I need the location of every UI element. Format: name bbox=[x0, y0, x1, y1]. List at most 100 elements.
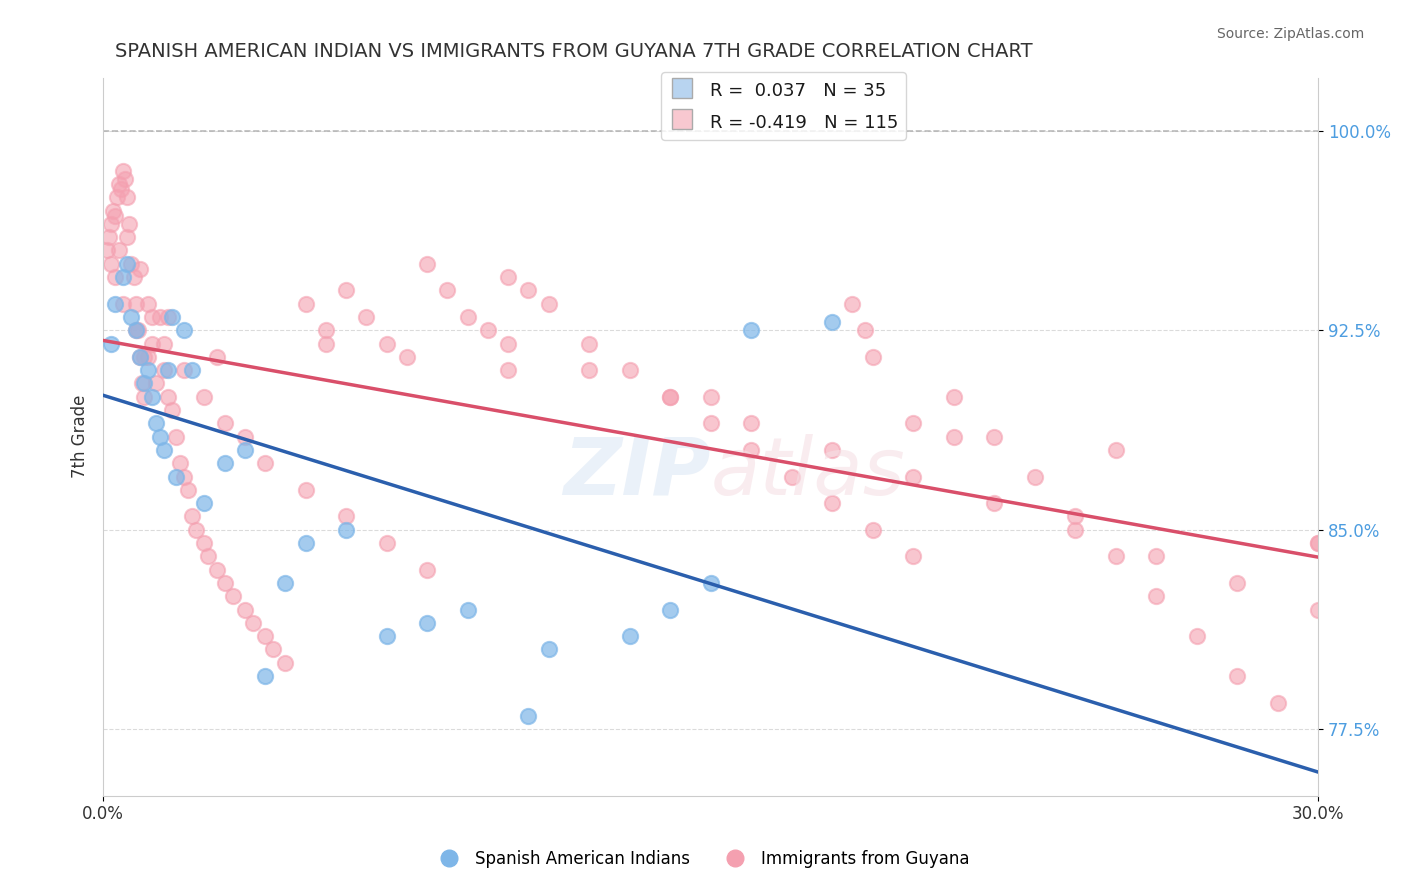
Point bbox=[117, 257, 139, 271]
Point bbox=[659, 390, 682, 404]
Point bbox=[903, 469, 925, 483]
Point bbox=[205, 563, 228, 577]
Point bbox=[356, 310, 378, 324]
Point bbox=[128, 350, 150, 364]
Point bbox=[128, 262, 150, 277]
Point bbox=[193, 390, 215, 404]
Point bbox=[457, 602, 479, 616]
Point bbox=[160, 403, 183, 417]
Point bbox=[740, 442, 762, 457]
Point bbox=[262, 642, 284, 657]
Point bbox=[114, 171, 136, 186]
Point bbox=[821, 496, 844, 510]
Point bbox=[132, 390, 155, 404]
Point bbox=[141, 390, 163, 404]
Point bbox=[699, 417, 721, 431]
Point bbox=[242, 615, 264, 630]
Point bbox=[254, 669, 277, 683]
Point bbox=[477, 323, 499, 337]
Point bbox=[165, 469, 187, 483]
Point bbox=[153, 363, 176, 377]
Text: SPANISH AMERICAN INDIAN VS IMMIGRANTS FROM GUYANA 7TH GRADE CORRELATION CHART: SPANISH AMERICAN INDIAN VS IMMIGRANTS FR… bbox=[115, 42, 1033, 61]
Point bbox=[517, 284, 540, 298]
Point bbox=[537, 642, 560, 657]
Point bbox=[104, 209, 127, 223]
Point bbox=[132, 350, 155, 364]
Point bbox=[780, 469, 803, 483]
Point bbox=[619, 363, 641, 377]
Point bbox=[517, 709, 540, 723]
Point bbox=[942, 390, 965, 404]
Text: Source: ZipAtlas.com: Source: ZipAtlas.com bbox=[1216, 27, 1364, 41]
Point bbox=[983, 496, 1005, 510]
Point bbox=[124, 323, 146, 337]
Point bbox=[105, 190, 128, 204]
Point bbox=[416, 563, 439, 577]
Point bbox=[118, 217, 141, 231]
Point bbox=[108, 244, 131, 258]
Point bbox=[124, 323, 146, 337]
Point bbox=[132, 376, 155, 391]
Point bbox=[496, 336, 519, 351]
Point bbox=[254, 456, 277, 470]
Point bbox=[136, 296, 159, 310]
Point bbox=[173, 323, 195, 337]
Point bbox=[1308, 536, 1330, 550]
Point bbox=[214, 576, 236, 591]
Point bbox=[127, 323, 149, 337]
Point bbox=[153, 336, 176, 351]
Point bbox=[1144, 549, 1167, 564]
Point bbox=[186, 523, 208, 537]
Point bbox=[821, 315, 844, 329]
Point bbox=[98, 230, 121, 244]
Point bbox=[335, 523, 357, 537]
Point bbox=[659, 390, 682, 404]
Point bbox=[537, 296, 560, 310]
Point bbox=[177, 483, 200, 497]
Point bbox=[156, 390, 179, 404]
Point bbox=[103, 203, 125, 218]
Point bbox=[149, 430, 172, 444]
Point bbox=[136, 350, 159, 364]
Point bbox=[315, 323, 337, 337]
Point bbox=[1308, 602, 1330, 616]
Point bbox=[699, 390, 721, 404]
Point bbox=[193, 496, 215, 510]
Point bbox=[96, 244, 118, 258]
Point bbox=[104, 270, 127, 285]
Point bbox=[436, 284, 458, 298]
Point bbox=[335, 284, 357, 298]
Point bbox=[181, 509, 204, 524]
Legend: R =  0.037   N = 35, R = -0.419   N = 115: R = 0.037 N = 35, R = -0.419 N = 115 bbox=[661, 72, 905, 140]
Point bbox=[110, 182, 132, 196]
Point bbox=[173, 363, 195, 377]
Point bbox=[1064, 523, 1087, 537]
Point bbox=[124, 296, 146, 310]
Point bbox=[1226, 669, 1249, 683]
Point bbox=[578, 363, 600, 377]
Point bbox=[233, 430, 256, 444]
Point bbox=[131, 376, 153, 391]
Point bbox=[100, 257, 122, 271]
Point bbox=[1105, 442, 1128, 457]
Point bbox=[375, 536, 398, 550]
Point bbox=[841, 296, 863, 310]
Point bbox=[496, 363, 519, 377]
Point bbox=[173, 469, 195, 483]
Point bbox=[108, 177, 131, 191]
Point bbox=[121, 310, 143, 324]
Point bbox=[496, 270, 519, 285]
Point bbox=[1144, 589, 1167, 603]
Point bbox=[169, 456, 191, 470]
Point bbox=[375, 629, 398, 643]
Point bbox=[112, 163, 135, 178]
Point bbox=[699, 576, 721, 591]
Point bbox=[214, 417, 236, 431]
Point bbox=[294, 296, 316, 310]
Text: atlas: atlas bbox=[710, 434, 905, 512]
Point bbox=[100, 336, 122, 351]
Point bbox=[1226, 576, 1249, 591]
Point bbox=[160, 310, 183, 324]
Point bbox=[274, 576, 297, 591]
Point bbox=[254, 629, 277, 643]
